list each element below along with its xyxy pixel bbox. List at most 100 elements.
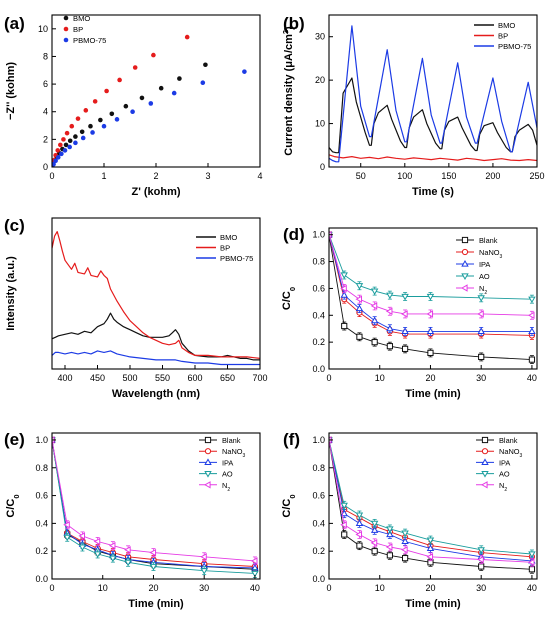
y-tick-label: 0.0 <box>35 574 48 584</box>
x-tick-label: 700 <box>252 373 267 383</box>
data-point <box>59 151 64 157</box>
panel-label: (e) <box>4 430 25 449</box>
legend-label: IPA <box>479 260 490 269</box>
data-point <box>527 311 535 320</box>
data-point <box>158 85 164 91</box>
x-tick-label: 1 <box>101 171 106 181</box>
data-point <box>386 526 394 533</box>
x-axis-label: Time (s) <box>412 186 454 198</box>
y-tick-label: 0.8 <box>312 257 325 267</box>
series-line <box>52 231 260 359</box>
legend-label: Blank <box>479 236 498 245</box>
data-point <box>477 547 485 554</box>
data-point <box>79 129 85 135</box>
legend-label: IPA <box>499 458 510 467</box>
legend-marker <box>481 436 489 444</box>
data-point <box>528 551 536 558</box>
y-tick-label: 10 <box>315 119 325 129</box>
x-tick-label: 0 <box>49 583 54 593</box>
data-point <box>200 80 206 86</box>
legend-label: BP <box>73 25 83 34</box>
series-bmo <box>329 77 537 154</box>
legend-marker <box>63 15 69 21</box>
data-point <box>401 293 409 301</box>
x-tick-label: 500 <box>122 373 137 383</box>
series-n- <box>329 436 535 567</box>
data-point <box>67 138 73 144</box>
data-point <box>124 546 131 554</box>
legend-item: BMO <box>196 233 237 242</box>
data-point <box>80 135 86 141</box>
data-point <box>93 537 101 546</box>
y-tick-label: 4 <box>43 107 48 117</box>
data-point <box>426 544 435 551</box>
y-tick-label: 30 <box>315 32 325 42</box>
series-ao <box>329 437 536 559</box>
legend-label: NaNO3 <box>479 248 503 260</box>
data-point <box>123 103 129 109</box>
legend-item: BMO <box>63 14 90 23</box>
plot-area <box>52 435 259 578</box>
y-axis-label: C/C0 <box>281 494 297 517</box>
x-tick-label: 550 <box>155 373 170 383</box>
x-tick-label: 0 <box>326 583 331 593</box>
legend-marker <box>480 481 488 489</box>
y-tick-label: 6 <box>43 79 48 89</box>
data-point <box>148 101 154 106</box>
series-n- <box>329 230 535 320</box>
legend-item: Blank <box>476 436 518 445</box>
x-tick-label: 30 <box>476 373 486 383</box>
legend-label: PBMO-75 <box>73 36 106 45</box>
data-point <box>101 123 107 129</box>
data-point <box>426 310 434 318</box>
y-axis-label: C/C0 <box>5 494 21 517</box>
legend-item: BP <box>63 25 83 34</box>
plot-area <box>329 25 537 163</box>
series-pbmo-75 <box>52 350 260 366</box>
data-point <box>340 521 347 529</box>
data-point <box>386 292 394 300</box>
legend-marker <box>204 458 212 465</box>
x-tick-label: 10 <box>375 373 385 383</box>
y-tick-label: 0.4 <box>35 518 48 528</box>
x-tick-label: 10 <box>98 583 108 593</box>
data-point <box>109 111 115 117</box>
legend-label: AO <box>222 470 233 479</box>
data-point <box>355 530 363 539</box>
data-point <box>340 502 348 510</box>
data-point <box>83 108 89 113</box>
data-point <box>93 551 102 558</box>
data-point <box>184 34 190 40</box>
legend-marker <box>461 248 469 256</box>
y-tick-label: 2 <box>43 134 48 144</box>
x-tick-label: 20 <box>425 373 435 383</box>
x-tick-label: 30 <box>476 583 486 593</box>
legend-marker <box>461 259 469 267</box>
data-point <box>386 324 394 332</box>
x-tick-label: 450 <box>90 373 105 383</box>
data-point <box>55 155 61 160</box>
legend-item: NaNO3 <box>456 248 503 260</box>
y-tick-label: 0.2 <box>35 546 48 556</box>
data-point <box>149 548 157 557</box>
series-n- <box>52 436 258 566</box>
legend-item: PBMO-75 <box>474 42 531 51</box>
data-point <box>478 563 485 570</box>
data-point <box>62 148 68 153</box>
legend-label: AO <box>479 272 490 281</box>
x-tick-label: 100 <box>397 171 412 181</box>
data-point <box>478 353 485 361</box>
series-ipa <box>329 435 536 566</box>
x-tick-label: 250 <box>529 171 544 181</box>
data-point <box>52 161 56 167</box>
plot-frame <box>328 432 538 580</box>
data-point <box>355 519 364 526</box>
y-tick-label: 1.0 <box>312 230 325 240</box>
legend-marker <box>461 236 469 244</box>
plot-frame <box>328 14 538 168</box>
data-point <box>426 553 434 561</box>
